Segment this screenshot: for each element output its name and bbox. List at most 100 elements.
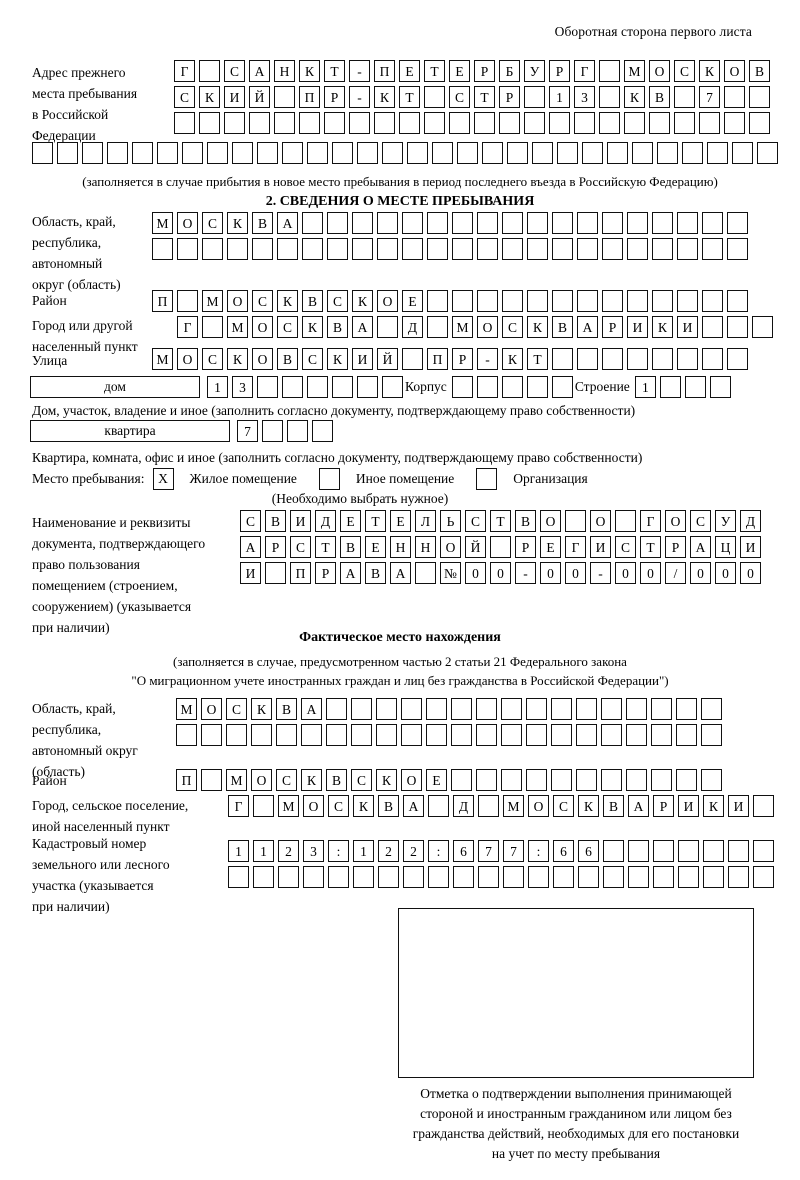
form-cell[interactable]: А [277,212,298,234]
form-cell[interactable] [476,724,497,746]
form-cell[interactable] [501,769,522,791]
form-cell[interactable]: К [352,290,373,312]
form-cell[interactable] [727,238,748,260]
form-cell[interactable]: 0 [540,562,561,584]
form-cell[interactable] [357,376,378,398]
form-cell[interactable] [374,112,395,134]
form-cell[interactable]: В [252,212,273,234]
form-cell[interactable]: М [227,316,248,338]
form-cell[interactable]: П [299,86,320,108]
form-cell[interactable]: К [251,698,272,720]
form-cell[interactable] [753,840,774,862]
form-cell[interactable] [577,212,598,234]
form-cell[interactable] [226,724,247,746]
form-cell[interactable]: Р [474,60,495,82]
form-cell[interactable]: П [152,290,173,312]
form-cell[interactable] [628,866,649,888]
form-cell[interactable]: С [502,316,523,338]
form-cell[interactable] [727,316,748,338]
form-cell[interactable] [201,724,222,746]
form-cell[interactable] [176,724,197,746]
form-cell[interactable]: Г [640,510,661,532]
form-cell[interactable] [601,769,622,791]
form-cell[interactable]: 6 [453,840,474,862]
form-cell[interactable]: 7 [237,420,258,442]
form-cell[interactable] [199,112,220,134]
form-cell[interactable]: Н [415,536,436,558]
form-cell[interactable] [499,112,520,134]
form-cell[interactable]: 0 [565,562,586,584]
form-cell[interactable]: 7 [699,86,720,108]
form-cell[interactable] [502,290,523,312]
form-cell[interactable]: Е [449,60,470,82]
form-cell[interactable] [626,698,647,720]
form-cell[interactable]: № [440,562,461,584]
form-cell[interactable]: Й [377,348,398,370]
form-cell[interactable] [490,536,511,558]
form-cell[interactable]: О [590,510,611,532]
form-cell[interactable]: 0 [615,562,636,584]
form-cell[interactable] [478,866,499,888]
form-cell[interactable] [577,290,598,312]
form-cell[interactable]: У [715,510,736,532]
form-cell[interactable] [302,238,323,260]
form-cell[interactable] [677,290,698,312]
form-cell[interactable]: 6 [553,840,574,862]
form-cell[interactable]: О [252,316,273,338]
form-cell[interactable] [653,866,674,888]
form-cell[interactable]: Р [499,86,520,108]
form-cell[interactable]: - [349,86,370,108]
form-cell[interactable] [502,212,523,234]
form-cell[interactable] [202,316,223,338]
form-cell[interactable] [627,348,648,370]
form-cell[interactable]: А [352,316,373,338]
form-cell[interactable]: Л [415,510,436,532]
form-cell[interactable] [357,142,378,164]
form-cell[interactable]: : [328,840,349,862]
form-cell[interactable]: Г [228,795,249,817]
form-cell[interactable] [582,142,603,164]
form-cell[interactable] [477,290,498,312]
form-cell[interactable]: И [740,536,761,558]
form-cell[interactable]: В [365,562,386,584]
form-cell[interactable]: В [326,769,347,791]
prev-address-row-4[interactable] [32,142,778,164]
form-cell[interactable]: Р [602,316,623,338]
form-cell[interactable] [382,142,403,164]
form-cell[interactable] [503,866,524,888]
form-cell[interactable] [352,212,373,234]
form-cell[interactable]: П [427,348,448,370]
form-cell[interactable]: - [515,562,536,584]
form-cell[interactable] [626,769,647,791]
form-cell[interactable]: О [649,60,670,82]
form-cell[interactable]: Б [499,60,520,82]
form-cell[interactable]: О [665,510,686,532]
form-cell[interactable]: И [590,536,611,558]
form-cell[interactable] [732,142,753,164]
form-cell[interactable]: : [428,840,449,862]
form-cell[interactable] [253,866,274,888]
form-cell[interactable] [407,142,428,164]
form-cell[interactable]: О [252,348,273,370]
form-cell[interactable] [557,142,578,164]
form-cell[interactable] [603,866,624,888]
form-cell[interactable] [251,724,272,746]
form-cell[interactable]: О [303,795,324,817]
form-cell[interactable] [552,238,573,260]
form-cell[interactable]: О [528,795,549,817]
form-cell[interactable] [553,866,574,888]
form-cell[interactable]: С [553,795,574,817]
flat-box-label[interactable]: квартира [30,420,230,442]
form-cell[interactable]: К [699,60,720,82]
form-cell[interactable] [202,238,223,260]
form-cell[interactable] [599,86,620,108]
form-cell[interactable] [451,698,472,720]
form-cell[interactable]: О [477,316,498,338]
form-cell[interactable] [287,420,308,442]
form-cell[interactable] [57,142,78,164]
form-cell[interactable]: 3 [232,376,253,398]
form-cell[interactable] [276,724,297,746]
form-cell[interactable]: К [277,290,298,312]
form-cell[interactable] [703,840,724,862]
form-cell[interactable] [401,724,422,746]
